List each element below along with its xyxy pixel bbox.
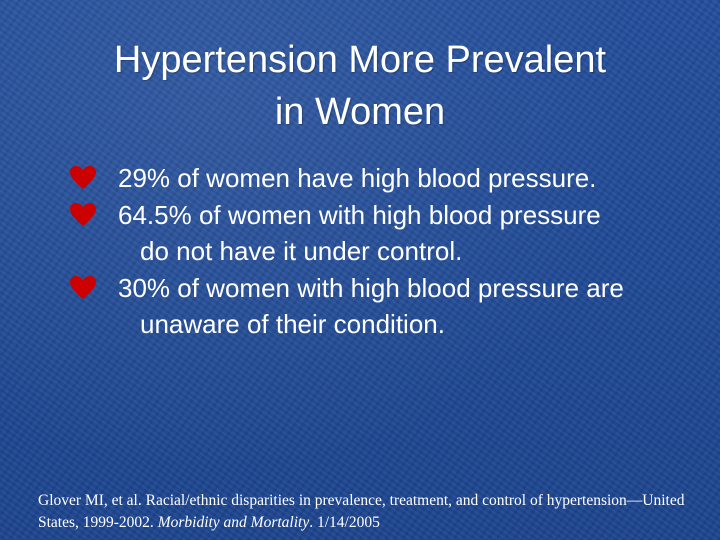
bullet-text: 29% of women have high blood pressure. (118, 163, 597, 193)
citation: Glover MI, et al. Racial/ethnic disparit… (38, 490, 688, 534)
bullet-item: 30% of women with high blood pressure ar… (70, 270, 630, 343)
bullet-text: 30% of women with high blood pressure ar… (118, 272, 624, 340)
title-line-2: in Women (274, 91, 446, 133)
bullet-item: 64.5% of women with high blood pressure … (70, 197, 630, 270)
citation-text: Glover MI, et al. Racial/ethnic disparit… (38, 492, 685, 531)
citation-journal: Morbidity and Mortality (157, 514, 310, 531)
citation-date: . 1/14/2005 (309, 514, 380, 531)
bullet-text: 64.5% of women with high blood pressure … (118, 199, 601, 267)
bullet-list: 29% of women have high blood pressure. 6… (70, 160, 630, 343)
bullet-item: 29% of women have high blood pressure. (70, 160, 630, 197)
slide-title: Hypertension More Prevalent in Women (40, 34, 680, 138)
title-line-1: Hypertension More Prevalent (113, 39, 607, 81)
heart-icon (70, 166, 96, 189)
heart-icon (70, 275, 96, 299)
heart-icon (70, 202, 96, 226)
